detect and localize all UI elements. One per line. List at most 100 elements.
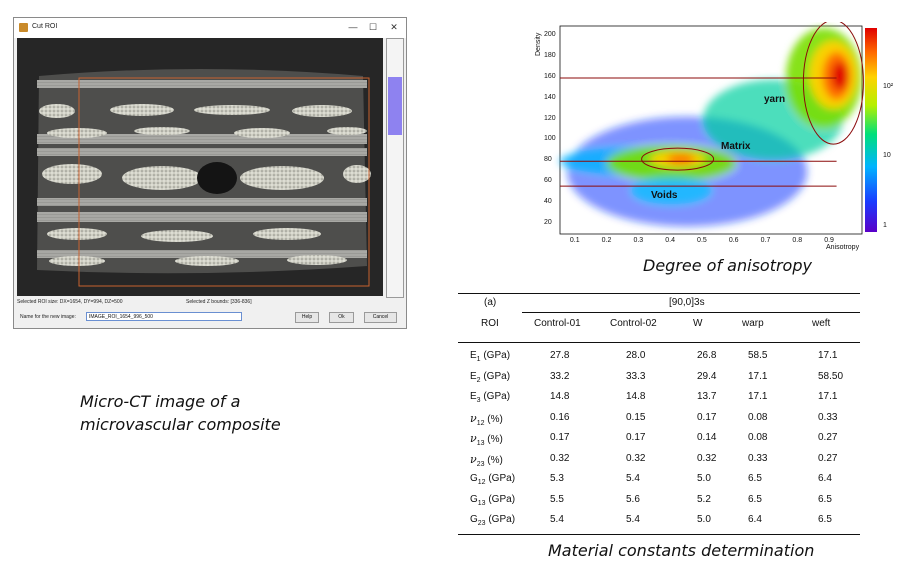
table-cell: 0.17 (550, 432, 570, 443)
layup-header: [90,0]3s (669, 297, 705, 308)
table-cell: 0.27 (818, 452, 838, 464)
close-button[interactable]: ✕ (390, 22, 398, 32)
table-cell: 29.4 (697, 370, 717, 382)
yarn-label: yarn (764, 94, 786, 105)
y-tick-label: 80 (544, 156, 552, 164)
density-anisotropy-plot: Density Anisotropy 0.1 0.2 0.3 0.4 0.5 0.6 0.7… (532, 19, 906, 256)
table-bottom-rule (458, 534, 860, 535)
table-cell: 0.32 (550, 452, 570, 464)
colorbar-tick-100: 10² (883, 83, 894, 90)
table-cell: 5.0 (697, 473, 711, 484)
row-label: ν23 (%) (470, 452, 503, 468)
x-tick-label: 0.7 (760, 237, 771, 244)
minimize-button[interactable]: — (348, 22, 358, 32)
table-cell: 0.27 (818, 432, 838, 443)
maximize-button[interactable]: ☐ (368, 22, 378, 32)
table-cell: 5.4 (626, 514, 640, 525)
x-tick-label: 0.2 (601, 237, 612, 244)
app-icon (19, 23, 28, 32)
y-tick-label: 100 (544, 135, 556, 143)
density-heatmap (559, 28, 862, 227)
table-cell: 5.3 (550, 473, 564, 484)
table-cell: 5.4 (626, 473, 640, 484)
window-title: Cut ROI (32, 23, 58, 30)
layup-rule (522, 312, 860, 313)
roi-header: ROI (481, 318, 499, 329)
table-cell: 33.3 (626, 370, 646, 382)
roi-size-status: Selected ROI size: DX=1654, DY=994, DZ=5… (17, 299, 123, 305)
col-control-01: Control-01 (534, 318, 581, 329)
row-label: G23 (GPa) (470, 514, 516, 527)
y-tick-label: 60 (544, 177, 552, 184)
table-top-rule (458, 293, 860, 294)
x-tick-label: 0.1 (569, 237, 580, 244)
row-label: G12 (GPa) (470, 473, 516, 486)
y-tick-label: 180 (544, 52, 556, 60)
micro-ct-image[interactable] (17, 38, 383, 296)
row-label: ν12 (%) (470, 411, 503, 427)
panel-label: (a) (484, 297, 497, 308)
table-cell: 6.4 (748, 514, 762, 525)
heat-blob (831, 61, 848, 90)
table-cell: 0.33 (748, 452, 768, 464)
x-axis-title: Anisotropy (826, 244, 860, 251)
table-cell: 58.5 (748, 350, 768, 361)
table-cell: 0.16 (550, 411, 570, 423)
y-tick-label: 140 (544, 93, 556, 101)
anisotropy-caption: Degree of anisotropy (643, 256, 812, 275)
table-cell: 0.14 (697, 432, 717, 443)
table-cell: 17.1 (748, 391, 768, 402)
table-cell: 33.2 (550, 370, 570, 382)
table-cell: 17.1 (748, 370, 768, 382)
image-name-input[interactable]: IMAGE_ROI_1654_996_500 (86, 312, 242, 321)
table-cell: 6.5 (818, 493, 832, 505)
table-cell: 5.4 (550, 514, 564, 525)
material-constants-caption: Material constants determination (548, 541, 815, 560)
table-cell: 27.8 (550, 350, 570, 361)
voids-label: Voids (651, 190, 678, 201)
row-label: ν13 (%) (470, 432, 503, 447)
x-tick-label: 0.4 (665, 237, 675, 244)
row-label: E2 (GPa) (470, 370, 511, 384)
colorbar-tick-10: 10 (883, 152, 891, 159)
table-cell: 0.32 (697, 452, 717, 464)
table-cell: 58.50 (818, 370, 844, 382)
y-axis-title: Density (535, 32, 542, 56)
header-bottom-rule (458, 342, 860, 343)
cancel-button[interactable]: Cancel (364, 312, 397, 323)
table-cell: 6.4 (818, 473, 832, 484)
x-tick-label: 0.9 (824, 237, 834, 244)
window-titlebar: Cut ROI — ☐ ✕ (14, 18, 406, 38)
name-label: Name for the new image: (20, 314, 76, 320)
density-plot-svg (559, 19, 877, 235)
table-cell: 17.1 (818, 350, 838, 361)
colorbar-tick-1: 1 (883, 222, 887, 229)
slice-scrollbar[interactable] (386, 38, 404, 298)
table-cell: 6.5 (748, 473, 762, 484)
ok-button[interactable]: Ok (329, 312, 354, 323)
table-cell: 14.8 (626, 391, 646, 402)
table-cell: 0.17 (697, 411, 717, 423)
table-cell: 0.08 (748, 411, 768, 423)
z-bounds-status: Selected Z bounds: [336-836] (186, 299, 252, 305)
table-cell: 26.8 (697, 350, 717, 361)
x-tick-label: 0.3 (633, 237, 644, 244)
y-tick-label: 120 (544, 114, 556, 122)
heat-blob (631, 176, 712, 205)
col-weft: weft (812, 318, 831, 329)
scrollbar-thumb[interactable] (388, 77, 402, 135)
cluster-ellipse (641, 147, 715, 171)
table-cell: 6.5 (818, 514, 832, 525)
table-cell: 5.0 (697, 514, 711, 525)
table-cell: 28.0 (626, 350, 646, 361)
table-cell: 0.08 (748, 432, 768, 443)
y-tick-label: 160 (544, 73, 556, 80)
table-cell: 5.5 (550, 493, 564, 505)
colorbar (865, 28, 877, 232)
table-cell: 0.33 (818, 411, 838, 423)
table-cell: 0.17 (626, 432, 646, 443)
row-label: G13 (GPa) (470, 493, 516, 507)
help-button[interactable]: Help (295, 312, 319, 323)
y-tick-label: 40 (544, 197, 552, 205)
x-tick-label: 0.6 (728, 237, 739, 244)
